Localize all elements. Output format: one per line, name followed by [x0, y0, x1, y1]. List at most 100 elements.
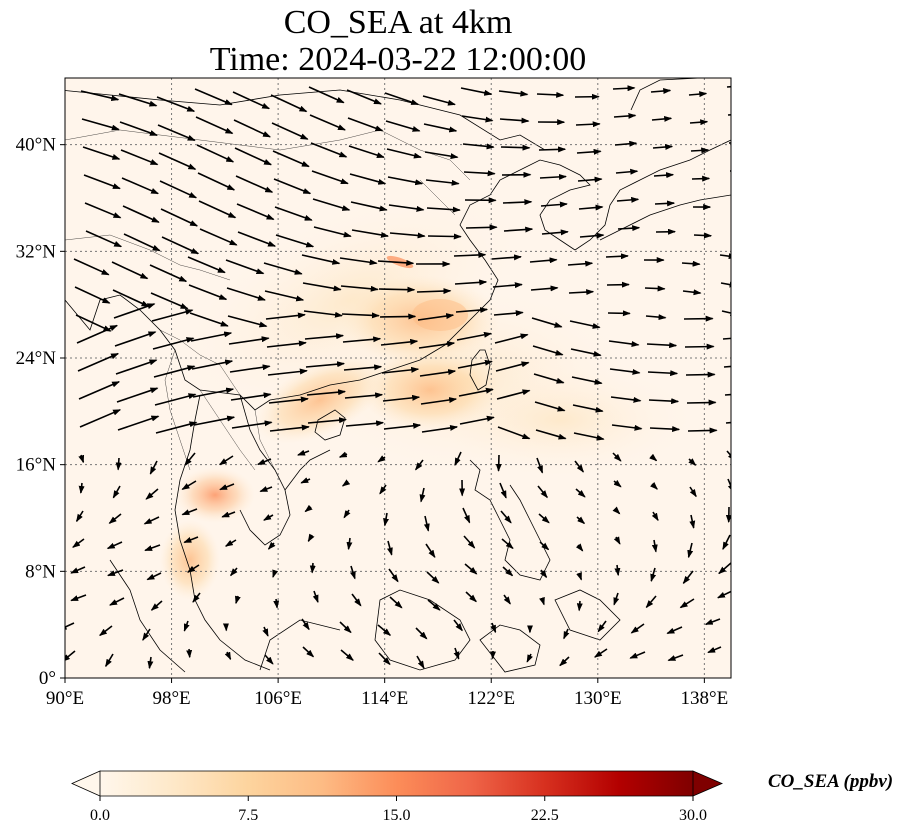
- wind-arrow: [689, 119, 709, 126]
- wind-arrow: [719, 253, 731, 260]
- wind-arrow: [531, 317, 563, 328]
- wind-arrow: [146, 572, 162, 581]
- country-borders: [65, 129, 471, 471]
- wind-arrow: [536, 457, 544, 474]
- wind-arrow: [579, 232, 605, 239]
- wind-arrow: [384, 92, 420, 106]
- wind-arrow: [383, 512, 389, 527]
- wind-arrow: [650, 482, 658, 490]
- wind-arrow: [271, 122, 309, 140]
- wind-arrow: [232, 91, 271, 110]
- wind-arrow: [693, 232, 713, 239]
- wind-arrow: [345, 420, 385, 427]
- wind-arrow: [563, 628, 570, 640]
- wind-arrow: [143, 516, 160, 525]
- wind-arrow: [343, 509, 351, 519]
- wind-arrow: [158, 152, 197, 170]
- colorbar-tick-label: 0.0: [90, 807, 110, 824]
- wind-arrow: [339, 257, 378, 266]
- wind-arrow: [123, 233, 161, 252]
- wind-arrow: [686, 399, 717, 406]
- wind-arrow: [151, 309, 194, 322]
- wind-arrow: [573, 432, 605, 441]
- wind-arrow: [651, 115, 673, 122]
- wind-arrow: [193, 415, 236, 426]
- wind-arrow: [491, 254, 522, 261]
- wind-arrow: [578, 204, 604, 211]
- wind-arrow: [346, 89, 382, 105]
- wind-arrow: [501, 538, 514, 549]
- wind-arrow: [690, 147, 710, 154]
- wind-arrow: [305, 361, 346, 368]
- wind-arrow: [496, 389, 531, 400]
- wind-arrow: [338, 451, 348, 458]
- wind-arrow: [273, 178, 312, 195]
- wind-arrow: [378, 286, 416, 293]
- wind-arrow: [569, 320, 601, 329]
- wind-arrow: [341, 312, 380, 319]
- wind-arrow: [682, 289, 702, 296]
- wind-arrow: [302, 282, 342, 292]
- wind-arrow: [415, 459, 424, 471]
- wind-arrow: [614, 564, 621, 577]
- wind-arrow: [575, 488, 586, 498]
- wind-arrow: [691, 175, 711, 182]
- wind-arrow: [493, 310, 524, 317]
- wind-arrow: [423, 515, 430, 532]
- wind-arrow: [377, 624, 392, 636]
- wind-arrow: [610, 396, 642, 403]
- wind-arrow: [455, 307, 489, 314]
- wind-arrow: [186, 648, 193, 659]
- wind-arrow: [340, 285, 379, 292]
- wind-arrow: [194, 88, 233, 106]
- wind-arrow: [465, 591, 477, 603]
- wind-arrow: [159, 180, 198, 199]
- wind-arrow: [112, 485, 121, 499]
- wind-arrow: [645, 595, 657, 609]
- wind-arrow: [309, 114, 346, 131]
- wind-arrow: [594, 648, 608, 658]
- wind-arrow: [109, 597, 125, 606]
- wind-arrow: [218, 455, 234, 466]
- wind-arrow: [301, 618, 310, 631]
- wind-arrow: [689, 486, 697, 498]
- lon-tick-label: 90°E: [46, 688, 84, 709]
- wind-arrow: [82, 146, 121, 160]
- wind-arrow: [107, 569, 124, 577]
- wind-arrow: [145, 488, 159, 500]
- colorbar-extend-low: [71, 770, 101, 797]
- wind-arrow: [181, 508, 198, 516]
- wind-arrow: [227, 315, 268, 328]
- wind-arrow: [685, 371, 716, 378]
- wind-arrow: [608, 340, 640, 347]
- lon-tick-label: 138°E: [681, 688, 729, 709]
- wind-arrow: [502, 199, 533, 206]
- wind-arrow: [263, 514, 274, 521]
- wind-arrow: [160, 208, 199, 227]
- wind-arrow: [115, 457, 122, 471]
- wind-arrow: [221, 511, 236, 518]
- wind-arrow: [574, 460, 584, 473]
- wind-arrow: [231, 420, 273, 429]
- wind-arrow: [116, 387, 159, 403]
- wind-arrow: [644, 285, 666, 292]
- wind-arrow: [459, 415, 495, 425]
- wind-arrow: [266, 340, 307, 348]
- lon-tick-label: 122°E: [467, 688, 515, 709]
- wind-arrow: [538, 513, 550, 524]
- wind-arrow: [105, 653, 114, 668]
- axis-ticks: 90°E 98°E 106°E 114°E 122°E 130°E 138°E 0° 8°N 16…: [16, 135, 729, 709]
- wind-arrow: [304, 333, 345, 340]
- wind-arrow: [532, 345, 564, 356]
- wind-arrow: [572, 404, 604, 413]
- wind-arrow: [234, 595, 241, 605]
- wind-arrow: [647, 370, 679, 377]
- colorbar-extend-high: [692, 770, 724, 797]
- wind-arrow: [420, 397, 458, 405]
- wind-arrow: [230, 392, 272, 401]
- wind-arrow: [730, 199, 731, 200]
- wind-arrow: [152, 337, 195, 350]
- wind-arrow: [236, 203, 275, 221]
- wind-arrow: [219, 483, 235, 491]
